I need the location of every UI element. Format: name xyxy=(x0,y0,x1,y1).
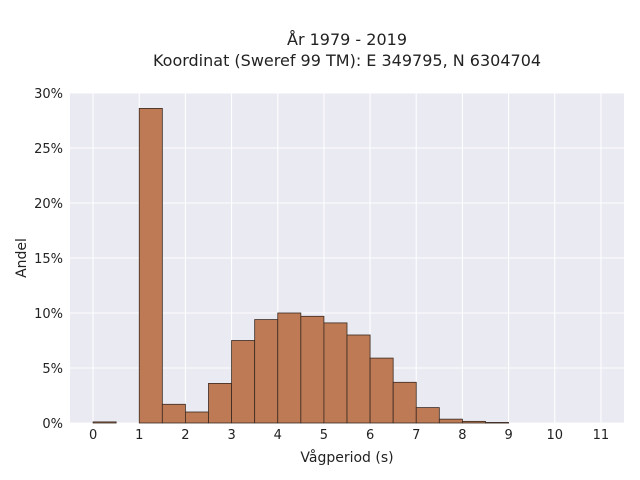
bars xyxy=(92,108,509,424)
y-tick-label: 10% xyxy=(34,307,63,322)
histogram-bar xyxy=(392,381,417,424)
x-tick-label: 3 xyxy=(227,428,235,443)
x-tick-label: 1 xyxy=(135,428,143,443)
y-tick-label: 25% xyxy=(34,142,63,157)
histogram-bar xyxy=(208,382,232,424)
histogram-bar xyxy=(254,319,279,424)
histogram-bar xyxy=(92,421,117,424)
histogram-bar xyxy=(438,418,463,424)
x-tick-label: 0 xyxy=(89,428,97,443)
histogram-bar xyxy=(346,334,371,424)
histogram-bar xyxy=(369,357,394,424)
x-tick-label: 2 xyxy=(181,428,189,443)
y-axis-ticks: 0% 5% 10% 15% 20% 25% 30% xyxy=(34,87,63,432)
chart-title-line-1: År 1979 - 2019 xyxy=(287,30,407,49)
chart-title-line-2: Koordinat (Sweref 99 TM): E 349795, N 63… xyxy=(153,51,541,70)
x-tick-label: 4 xyxy=(274,428,282,443)
x-tick-label: 9 xyxy=(504,428,512,443)
y-tick-label: 20% xyxy=(34,197,63,212)
y-tick-label: 30% xyxy=(34,87,63,102)
x-tick-label: 10 xyxy=(546,428,563,443)
y-axis-label: Andel xyxy=(14,238,30,278)
x-axis-ticks: 0 1 2 3 4 5 6 7 8 9 10 11 xyxy=(89,428,609,443)
x-tick-label: 6 xyxy=(366,428,374,443)
x-axis-label: Vågperiod (s) xyxy=(300,449,393,466)
histogram-bar xyxy=(185,411,209,424)
x-tick-label: 5 xyxy=(320,428,328,443)
histogram-bar xyxy=(485,422,509,424)
x-tick-label: 8 xyxy=(458,428,466,443)
histogram-bar xyxy=(323,322,348,424)
histogram-bar xyxy=(300,315,325,424)
y-tick-label: 5% xyxy=(42,362,63,377)
histogram-bar xyxy=(462,420,486,424)
y-tick-label: 0% xyxy=(42,417,63,432)
x-tick-label: 11 xyxy=(593,428,610,443)
x-tick-label: 7 xyxy=(412,428,420,443)
histogram-bar xyxy=(277,312,302,424)
histogram-bar xyxy=(231,340,256,424)
histogram-bar xyxy=(415,407,440,424)
histogram-bar xyxy=(161,403,186,424)
y-tick-label: 15% xyxy=(34,252,63,267)
histogram-bar xyxy=(138,108,163,424)
